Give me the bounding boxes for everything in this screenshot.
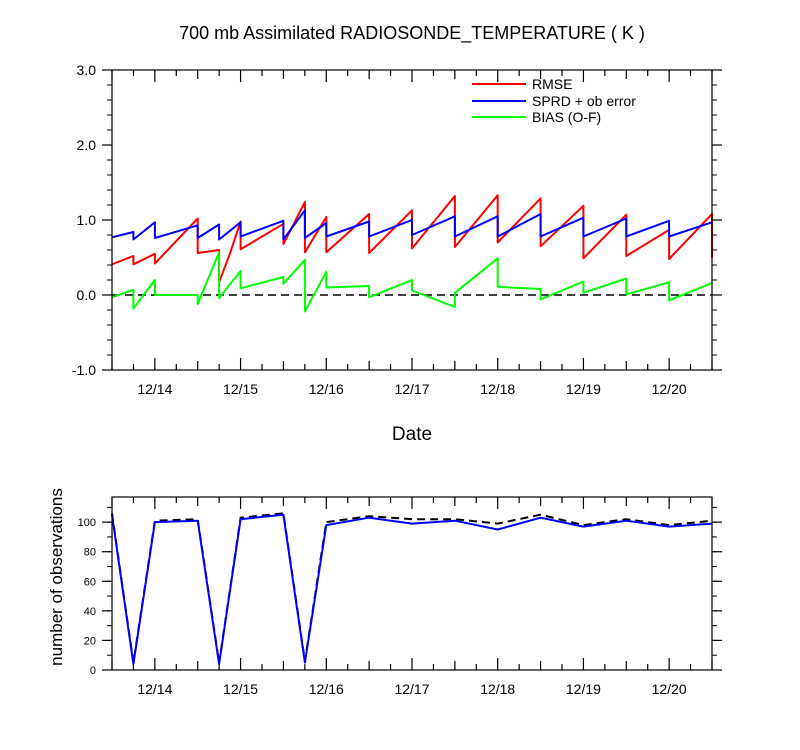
top-y-tick-label: 3.0 (77, 62, 97, 78)
bottom-x-tick-label: 12/14 (137, 681, 172, 697)
top-x-tick-label: 12/15 (223, 381, 258, 397)
bottom-y-tick-label: 20 (84, 635, 96, 647)
bottom-y-tick-label: 0 (90, 665, 96, 677)
top-x-tick-label: 12/14 (137, 381, 172, 397)
x-axis-label: Date (392, 424, 432, 445)
top-x-tick-label: 12/18 (480, 381, 515, 397)
bottom-y-tick-label: 60 (84, 576, 96, 588)
top-x-tick-label: 12/17 (394, 381, 429, 397)
top-x-tick-label: 12/20 (652, 381, 687, 397)
possible-obs-line (111, 512, 713, 664)
top-y-tick-label: 1.0 (77, 212, 97, 228)
top-y-tick-label: 0.0 (77, 287, 97, 303)
top-series-group (111, 194, 713, 313)
legend-label-bias: BIAS (O-F) (532, 109, 601, 125)
bottom-y-tick-label: 40 (84, 606, 96, 618)
bottom-x-tick-label: 12/16 (309, 681, 344, 697)
bottom-x-tick-label: 12/20 (652, 681, 687, 697)
legend-label-sprd: SPRD + ob error (532, 93, 636, 109)
sprd-line (111, 209, 713, 241)
bottom-axes: 12/14 12/15 12/16 12/17 12/18 12/19 12/20 0 20 40… (78, 496, 722, 697)
bottom-x-tick-label: 12/19 (566, 681, 601, 697)
top-axes: 12/14 12/15 12/16 12/17 12/18 12/19 12/20 -1.0 0… (72, 62, 722, 397)
y-axis-label: number of observations (47, 488, 66, 666)
bottom-x-tick-label: 12/17 (394, 681, 429, 697)
top-x-tick-label: 12/16 (309, 381, 344, 397)
bottom-x-tick-label: 12/18 (480, 681, 515, 697)
rmse-line (111, 194, 713, 284)
legend-label-rmse: RMSE (532, 76, 572, 92)
top-x-tick-label: 12/19 (566, 381, 601, 397)
used-obs-line (111, 513, 713, 666)
bottom-series-group (111, 512, 713, 666)
bottom-y-tick-label: 100 (78, 517, 96, 529)
top-y-tick-label: -1.0 (72, 362, 96, 378)
bottom-x-tick-label: 12/15 (223, 681, 258, 697)
top-y-tick-label: 2.0 (77, 137, 97, 153)
legend: RMSE SPRD + ob error BIAS (O-F) (472, 76, 636, 125)
bottom-y-tick-label: 80 (84, 547, 96, 559)
bias-line (111, 251, 713, 313)
chart-title: 700 mb Assimilated RADIOSONDE_TEMPERATUR… (179, 23, 645, 44)
